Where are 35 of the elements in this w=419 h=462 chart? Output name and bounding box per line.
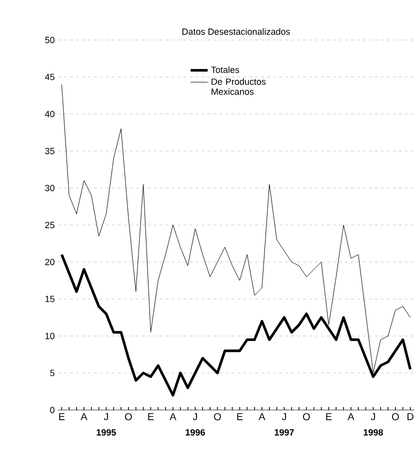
x-tick-label: E [59,413,65,420]
x-tick-label: A [348,413,354,420]
y-tick-label: 50 [45,36,54,44]
y-tick-label: 15 [45,296,54,302]
x-tick-label: J [104,413,108,420]
x-tick-label: E [237,413,243,420]
y-tick-label: 40 [44,110,54,118]
y-tick-label: 0 [50,406,54,414]
x-tick-label: A [170,413,176,420]
x-tick-label: A [80,413,88,420]
y-tick-label: 45 [44,74,54,80]
y-tick-label: 10 [45,332,54,340]
text: 1998 [364,429,383,436]
x-tick-label: D [408,413,414,420]
x-tick-label: A [258,413,266,420]
x-tick-label: E [326,413,332,420]
legend-label: Totales [211,66,240,73]
chart-title: Datos Desestacionalizados [182,28,290,35]
x-tick-label: O [303,413,310,420]
x-tick-label: O [392,413,399,420]
x-tick-label: O [214,413,221,420]
y-tick-label: 5 [50,370,54,376]
y-tick-label: 25 [45,222,54,228]
y-tick-label: 35 [45,148,54,154]
x-tick-label: O [125,413,132,420]
text: 1997 [274,429,294,436]
text: 1995 [96,429,116,436]
y-tick-label: 20 [45,258,54,266]
x-tick-label: J [282,413,286,420]
x-tick-label: J [370,413,375,420]
x-tick-label: E [148,413,154,420]
legend-label: De Productos Mexicanos [212,78,266,95]
y-tick-label: 30 [45,184,54,192]
text: 1996 [186,429,205,436]
x-tick-label: J [192,413,197,420]
